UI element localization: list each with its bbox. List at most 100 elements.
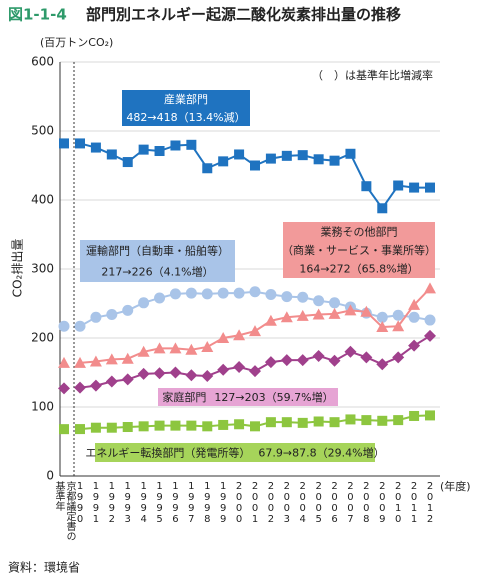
x-tick-label: 2006 bbox=[329, 481, 341, 525]
marker bbox=[265, 289, 277, 301]
marker bbox=[361, 415, 372, 426]
marker bbox=[424, 329, 436, 342]
marker bbox=[393, 180, 404, 191]
marker bbox=[186, 420, 197, 431]
marker bbox=[154, 292, 166, 304]
marker bbox=[408, 311, 420, 323]
series-label: （商業・サービス・事業所等） bbox=[282, 243, 436, 257]
marker bbox=[296, 354, 309, 367]
x-tick-label: 2005 bbox=[313, 481, 325, 525]
series-line bbox=[79, 142, 430, 211]
marker bbox=[185, 343, 198, 355]
marker bbox=[170, 420, 181, 431]
marker bbox=[59, 138, 69, 149]
series-detail: （商業・サービス・事業所等） bbox=[282, 243, 436, 257]
marker bbox=[376, 311, 388, 323]
marker bbox=[138, 421, 149, 432]
marker bbox=[75, 138, 85, 149]
marker bbox=[137, 367, 150, 380]
y-tick-label: 300 bbox=[31, 262, 54, 276]
marker bbox=[169, 366, 182, 379]
marker bbox=[202, 163, 213, 174]
x-tick-label: 1996 bbox=[169, 481, 181, 525]
marker bbox=[154, 146, 165, 157]
series-label: エネルギー転換部門（発電所等） 67.9→87.8（29.4%増） bbox=[85, 446, 384, 460]
marker bbox=[377, 415, 388, 426]
marker bbox=[58, 382, 70, 395]
x-unit: (年度) bbox=[440, 479, 471, 493]
marker bbox=[425, 410, 435, 421]
series-label-box bbox=[283, 222, 435, 278]
marker bbox=[74, 356, 86, 368]
marker bbox=[393, 415, 404, 426]
marker bbox=[138, 297, 150, 309]
marker bbox=[313, 295, 325, 307]
marker bbox=[185, 369, 198, 382]
marker bbox=[105, 375, 118, 388]
marker bbox=[185, 287, 197, 299]
series-change: 127→203（59.7%増） bbox=[214, 391, 333, 404]
marker bbox=[89, 355, 102, 367]
chart-title: 部門別エネルギー起源二酸化炭素排出量の推移 bbox=[86, 6, 401, 24]
marker bbox=[312, 308, 325, 320]
marker bbox=[169, 288, 181, 300]
marker bbox=[217, 363, 230, 376]
y-unit: (百万トンCO₂) bbox=[40, 36, 113, 49]
marker bbox=[360, 351, 373, 364]
marker bbox=[280, 354, 293, 367]
marker bbox=[409, 410, 420, 421]
marker bbox=[264, 356, 277, 369]
marker bbox=[137, 345, 150, 357]
x-tick-label: 2008 bbox=[360, 481, 372, 525]
series-label-box bbox=[158, 388, 338, 406]
marker bbox=[280, 311, 293, 323]
marker bbox=[105, 353, 118, 365]
marker bbox=[297, 417, 308, 428]
marker bbox=[75, 424, 85, 435]
series-change: 482→418（13.4%減） bbox=[126, 110, 245, 124]
series-name: 産業部門 bbox=[164, 92, 208, 106]
x-tick-label: 2010 bbox=[392, 481, 404, 525]
series-label: 運輸部門（自動車・船舶等） bbox=[86, 244, 229, 258]
series-name: 家庭部門 bbox=[162, 390, 206, 404]
marker bbox=[58, 356, 70, 368]
marker bbox=[122, 422, 133, 433]
marker bbox=[376, 320, 389, 332]
y-tick-label: 0 bbox=[46, 469, 54, 483]
x-tick-label: 1991 bbox=[90, 481, 102, 525]
series-label-box bbox=[80, 240, 235, 282]
marker bbox=[89, 379, 102, 392]
x-tick-label: 2001 bbox=[249, 481, 261, 525]
marker bbox=[265, 153, 276, 164]
x-tick-label: 1990 bbox=[74, 481, 86, 525]
marker bbox=[202, 421, 213, 432]
marker bbox=[425, 182, 435, 193]
x-tick-label: 1998 bbox=[201, 481, 213, 525]
marker bbox=[58, 320, 70, 332]
x-tick-label: 2000 bbox=[233, 481, 245, 525]
marker bbox=[361, 181, 372, 192]
marker bbox=[74, 381, 86, 394]
marker bbox=[121, 352, 134, 364]
series-change: 217→226（4.1%増） bbox=[101, 266, 213, 279]
marker bbox=[106, 149, 117, 160]
series-label: 業務その他部門 bbox=[321, 224, 398, 238]
marker bbox=[233, 287, 245, 299]
x-tick-label: 2007 bbox=[344, 481, 356, 525]
marker bbox=[424, 282, 436, 294]
series-name: エネルギー転換部門 bbox=[85, 446, 184, 460]
marker bbox=[217, 332, 230, 343]
marker bbox=[90, 142, 101, 153]
series-label: 家庭部門 127→203（59.7%増） bbox=[162, 390, 333, 404]
marker bbox=[74, 320, 86, 332]
x-tick-label: 1997 bbox=[185, 481, 197, 525]
x-tick-label: 2012 bbox=[424, 481, 436, 525]
marker bbox=[106, 309, 118, 321]
marker bbox=[265, 417, 276, 428]
x-tick-label: 2002 bbox=[265, 481, 277, 525]
marker bbox=[424, 314, 436, 326]
marker bbox=[281, 150, 292, 161]
y-axis-label: CO₂排出量 bbox=[11, 239, 25, 298]
x-tick-label: 2011 bbox=[408, 481, 420, 525]
